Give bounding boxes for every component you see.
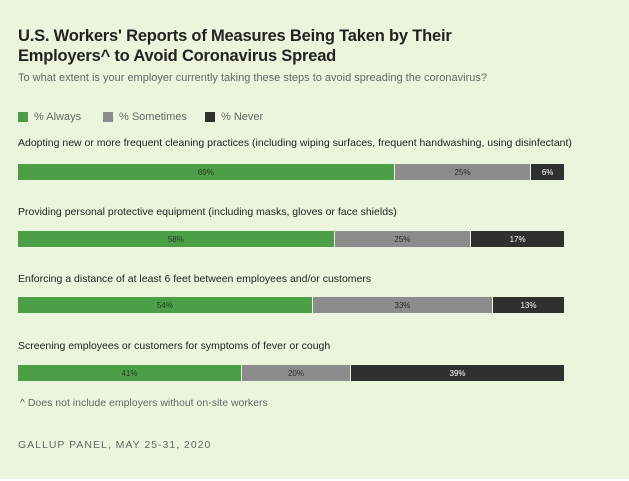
bar-segment: 6% [531, 164, 564, 180]
stacked-bar: 54% 33% 13% [18, 297, 564, 313]
category-label: Screening employees or customers for sym… [18, 340, 331, 352]
bar-segment: 25% [394, 164, 532, 180]
legend-item: % Sometimes [103, 111, 187, 123]
data-label: 6% [541, 167, 554, 177]
chart-subtitle: To what extent is your employer currentl… [18, 72, 487, 84]
footnote: ^ Does not include employers without on-… [20, 397, 268, 409]
data-label: 69% [197, 167, 214, 177]
data-label: 25% [394, 234, 411, 244]
legend-item: % Always [18, 111, 81, 123]
category-label: Enforcing a distance of at least 6 feet … [18, 273, 372, 285]
bar-segment: 33% [312, 297, 493, 313]
data-label: 41% [121, 368, 138, 378]
legend-label: % Always [34, 111, 82, 123]
chart-title: U.S. Workers' Reports of Measures Being … [18, 27, 452, 65]
data-label: 13% [520, 300, 537, 310]
data-label: 25% [454, 167, 471, 177]
stacked-bar: 69% 25% 6% [18, 164, 564, 180]
source-note: GALLUP PANEL, MAY 25-31, 2020 [18, 439, 212, 451]
legend-label: % Sometimes [119, 111, 187, 123]
bar-segment: 58% [18, 231, 335, 247]
stacked-bar: 58% 25% 17% [18, 231, 564, 247]
data-label: 39% [449, 368, 466, 378]
legend-swatch [103, 112, 113, 122]
legend-swatch [205, 112, 215, 122]
bar-segment: 20% [241, 365, 352, 381]
bar-segment: 25% [334, 231, 472, 247]
stacked-bar: 41% 20% 39% [18, 365, 564, 381]
category-label: Adopting new or more frequent cleaning p… [18, 137, 572, 149]
data-label: 54% [156, 300, 173, 310]
data-label: 33% [394, 300, 411, 310]
bar-segment: 13% [493, 297, 564, 313]
data-label: 58% [167, 234, 184, 244]
category-label: Providing personal protective equipment … [18, 206, 397, 218]
bar-segment: 17% [471, 231, 564, 247]
bar-segment: 41% [18, 365, 242, 381]
bar-segment: 39% [351, 365, 564, 381]
legend-item: % Never [205, 111, 263, 123]
bar-segment: 54% [18, 297, 313, 313]
data-label: 20% [287, 368, 304, 378]
bar-segment: 69% [18, 164, 395, 180]
legend-label: % Never [221, 111, 264, 123]
legend-swatch [18, 112, 28, 122]
data-label: 17% [509, 234, 526, 244]
